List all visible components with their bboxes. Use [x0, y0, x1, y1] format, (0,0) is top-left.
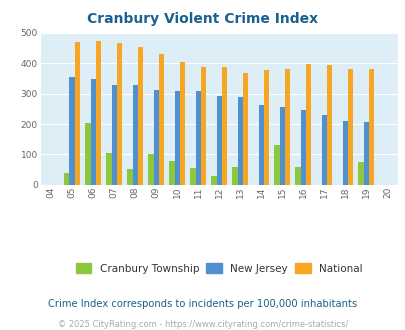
Bar	[242, 73, 247, 185]
Bar	[174, 91, 179, 185]
Bar	[211, 176, 216, 185]
Bar	[295, 168, 300, 185]
Bar	[237, 97, 242, 185]
Text: © 2025 CityRating.com - https://www.cityrating.com/crime-statistics/: © 2025 CityRating.com - https://www.city…	[58, 320, 347, 329]
Bar	[221, 67, 226, 185]
Bar	[153, 90, 158, 185]
Bar	[368, 69, 373, 185]
Bar	[90, 79, 96, 185]
Bar	[258, 105, 263, 185]
Bar	[232, 168, 237, 185]
Bar	[96, 41, 101, 185]
Text: Cranbury Violent Crime Index: Cranbury Violent Crime Index	[87, 12, 318, 25]
Bar	[305, 64, 310, 185]
Bar	[326, 65, 331, 185]
Bar	[111, 84, 117, 185]
Bar	[358, 162, 363, 185]
Bar	[69, 77, 75, 185]
Bar	[127, 169, 132, 185]
Bar	[85, 122, 90, 185]
Bar	[363, 122, 368, 185]
Bar	[148, 154, 153, 185]
Bar	[137, 47, 143, 185]
Bar	[347, 69, 352, 185]
Bar	[158, 54, 164, 185]
Bar	[117, 43, 122, 185]
Bar	[216, 96, 221, 185]
Bar	[190, 168, 195, 185]
Bar	[274, 145, 279, 185]
Bar	[169, 161, 174, 185]
Bar	[195, 91, 200, 185]
Text: Crime Index corresponds to incidents per 100,000 inhabitants: Crime Index corresponds to incidents per…	[48, 299, 357, 309]
Bar	[132, 84, 137, 185]
Bar	[321, 115, 326, 185]
Bar	[263, 70, 269, 185]
Bar	[342, 121, 347, 185]
Legend: Cranbury Township, New Jersey, National: Cranbury Township, New Jersey, National	[75, 263, 362, 274]
Bar	[279, 107, 284, 185]
Bar	[200, 67, 206, 185]
Bar	[179, 62, 185, 185]
Bar	[75, 43, 80, 185]
Bar	[284, 69, 290, 185]
Bar	[106, 153, 111, 185]
Bar	[64, 173, 69, 185]
Bar	[300, 110, 305, 185]
